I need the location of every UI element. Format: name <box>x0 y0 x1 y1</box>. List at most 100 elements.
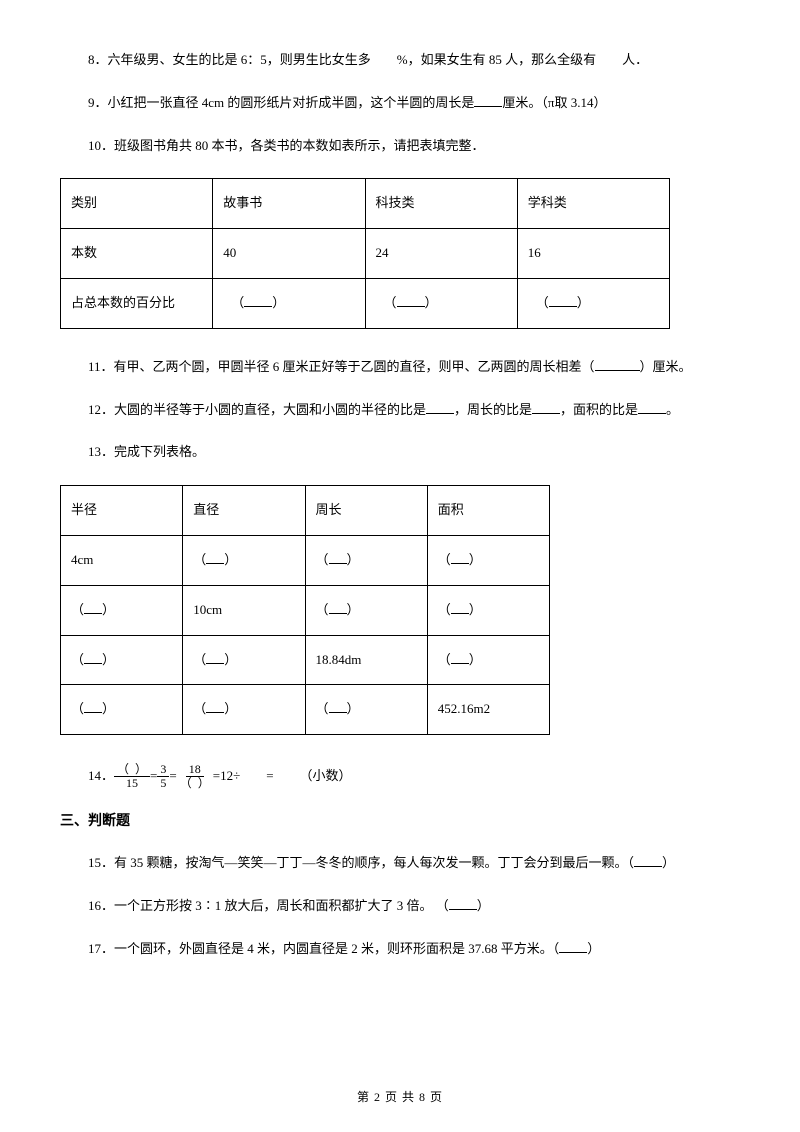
cell-value: 16 <box>517 229 669 279</box>
frac-num: 3 <box>157 763 169 777</box>
cell-value: 4cm <box>61 535 183 585</box>
blank <box>329 551 347 564</box>
blank <box>595 358 640 371</box>
q13-text: 13．完成下列表格。 <box>88 444 205 459</box>
blank <box>451 601 469 614</box>
question-8: 8．六年级男、女生的比是 6：5，则男生比女生多 %，如果女生有 85 人，那么… <box>60 50 740 71</box>
q10-text: 10．班级图书角共 80 本书，各类书的本数如表所示，请把表填完整． <box>88 138 485 153</box>
table-row: 类别 故事书 科技类 学科类 <box>61 179 670 229</box>
cell-value: 24 <box>365 229 517 279</box>
q9-pre: 9．小红把一张直径 4cm 的圆形纸片对折成半圆，这个半圆的周长是 <box>88 95 474 110</box>
cell-label: 占总本数的百分比 <box>61 278 213 328</box>
question-15: 15．有 35 颗糖，按淘气—笑笑—丁丁—冬冬的顺序，每人每次发一颗。丁丁会分到… <box>60 853 740 874</box>
cell-blank: （） <box>213 278 365 328</box>
q12-b: ，周长的比是 <box>454 402 532 417</box>
cell-label: 本数 <box>61 229 213 279</box>
fraction: （ ） 15 <box>114 763 150 790</box>
q12-d: 。 <box>666 402 679 417</box>
cell-blank: （） <box>427 635 549 685</box>
cell-value: 40 <box>213 229 365 279</box>
cell-blank: （） <box>305 585 427 635</box>
cell-header: 类别 <box>61 179 213 229</box>
cell-blank: （） <box>517 278 669 328</box>
table-books: 类别 故事书 科技类 学科类 本数 40 24 16 占总本数的百分比 （） （… <box>60 178 670 328</box>
blank <box>451 551 469 564</box>
table-row: （） （） 18.84dm （） <box>61 635 550 685</box>
cell-header: 故事书 <box>213 179 365 229</box>
cell-header: 周长 <box>305 486 427 536</box>
question-11: 11．有甲、乙两个圆，甲圆半径 6 厘米正好等于乙圆的直径，则甲、乙两圆的周长相… <box>60 357 740 378</box>
q17-pre: 17．一个圆环，外圆直径是 4 米，内圆直径是 2 米，则环形面积是 37.68… <box>88 941 559 956</box>
q8-text: 8．六年级男、女生的比是 6：5，则男生比女生多 %，如果女生有 85 人，那么… <box>88 52 648 67</box>
q12-c: ，面积的比是 <box>560 402 638 417</box>
blank <box>634 854 662 867</box>
table-circle: 半径 直径 周长 面积 4cm （） （） （） （） 10cm （） （） （… <box>60 485 550 735</box>
blank <box>474 94 502 107</box>
frac-den: （ ） <box>177 777 213 790</box>
frac-den: 5 <box>157 777 169 790</box>
equals: = <box>150 766 157 787</box>
cell-header: 学科类 <box>517 179 669 229</box>
blank <box>449 897 477 910</box>
q11-pre: 11．有甲、乙两个圆，甲圆半径 6 厘米正好等于乙圆的直径，则甲、乙两圆的周长相… <box>88 359 595 374</box>
blank <box>206 551 224 564</box>
q9-post: 厘米。（π取 3.14） <box>502 95 606 110</box>
blank <box>84 601 102 614</box>
cell-header: 面积 <box>427 486 549 536</box>
blank <box>426 401 454 414</box>
cell-header: 半径 <box>61 486 183 536</box>
frac-num: （ ） <box>114 763 150 777</box>
question-12: 12．大圆的半径等于小圆的直径，大圆和小圆的半径的比是，周长的比是，面积的比是。 <box>60 400 740 421</box>
question-9: 9．小红把一张直径 4cm 的圆形纸片对折成半圆，这个半圆的周长是 厘米。（π取 … <box>60 93 740 114</box>
q17-post: ） <box>587 941 600 956</box>
section-heading-3: 三、判断题 <box>60 811 740 833</box>
blank <box>559 940 587 953</box>
question-16: 16．一个正方形按 3∶1 放大后，周长和面积都扩大了 3 倍。 （ ） <box>60 896 740 917</box>
blank <box>329 601 347 614</box>
blank <box>549 294 577 307</box>
cell-blank: （） <box>305 535 427 585</box>
equals: = <box>169 766 176 787</box>
cell-value: 10cm <box>183 585 305 635</box>
blank <box>84 700 102 713</box>
cell-blank: （） <box>183 685 305 735</box>
blank <box>84 651 102 664</box>
cell-blank: （） <box>61 685 183 735</box>
blank <box>397 294 425 307</box>
cell-blank: （） <box>427 585 549 635</box>
table-row: （） （） （） 452.16m2 <box>61 685 550 735</box>
blank <box>329 700 347 713</box>
blank <box>244 294 272 307</box>
blank <box>206 700 224 713</box>
frac-den: 15 <box>123 777 141 790</box>
cell-header: 直径 <box>183 486 305 536</box>
blank <box>532 401 560 414</box>
q15-pre: 15．有 35 颗糖，按淘气—笑笑—丁丁—冬冬的顺序，每人每次发一颗。丁丁会分到… <box>88 855 634 870</box>
q16-post: ） <box>477 898 490 913</box>
question-14: 14． （ ） 15 = 3 5 = 18 （ ） =12÷ = （小数） <box>60 763 740 790</box>
blank <box>206 651 224 664</box>
cell-value: 452.16m2 <box>427 685 549 735</box>
question-13: 13．完成下列表格。 <box>60 442 740 463</box>
table-row: （） 10cm （） （） <box>61 585 550 635</box>
cell-header: 科技类 <box>365 179 517 229</box>
q14-mid: =12÷ = （小数） <box>213 766 352 787</box>
cell-blank: （） <box>183 635 305 685</box>
q14-num: 14． <box>88 766 114 787</box>
table-row: 半径 直径 周长 面积 <box>61 486 550 536</box>
table-row: 4cm （） （） （） <box>61 535 550 585</box>
frac-num: 18 <box>186 763 204 777</box>
cell-value: 18.84dm <box>305 635 427 685</box>
q16-pre: 16．一个正方形按 3∶1 放大后，周长和面积都扩大了 3 倍。 （ <box>88 898 449 913</box>
blank <box>451 651 469 664</box>
page-footer: 第 2 页 共 8 页 <box>0 1088 800 1107</box>
cell-blank: （） <box>183 535 305 585</box>
table-row: 占总本数的百分比 （） （） （） <box>61 278 670 328</box>
fraction: 18 （ ） <box>177 763 213 790</box>
cell-blank: （） <box>305 685 427 735</box>
cell-blank: （） <box>61 635 183 685</box>
question-17: 17．一个圆环，外圆直径是 4 米，内圆直径是 2 米，则环形面积是 37.68… <box>60 939 740 960</box>
blank <box>638 401 666 414</box>
cell-blank: （） <box>61 585 183 635</box>
table-row: 本数 40 24 16 <box>61 229 670 279</box>
